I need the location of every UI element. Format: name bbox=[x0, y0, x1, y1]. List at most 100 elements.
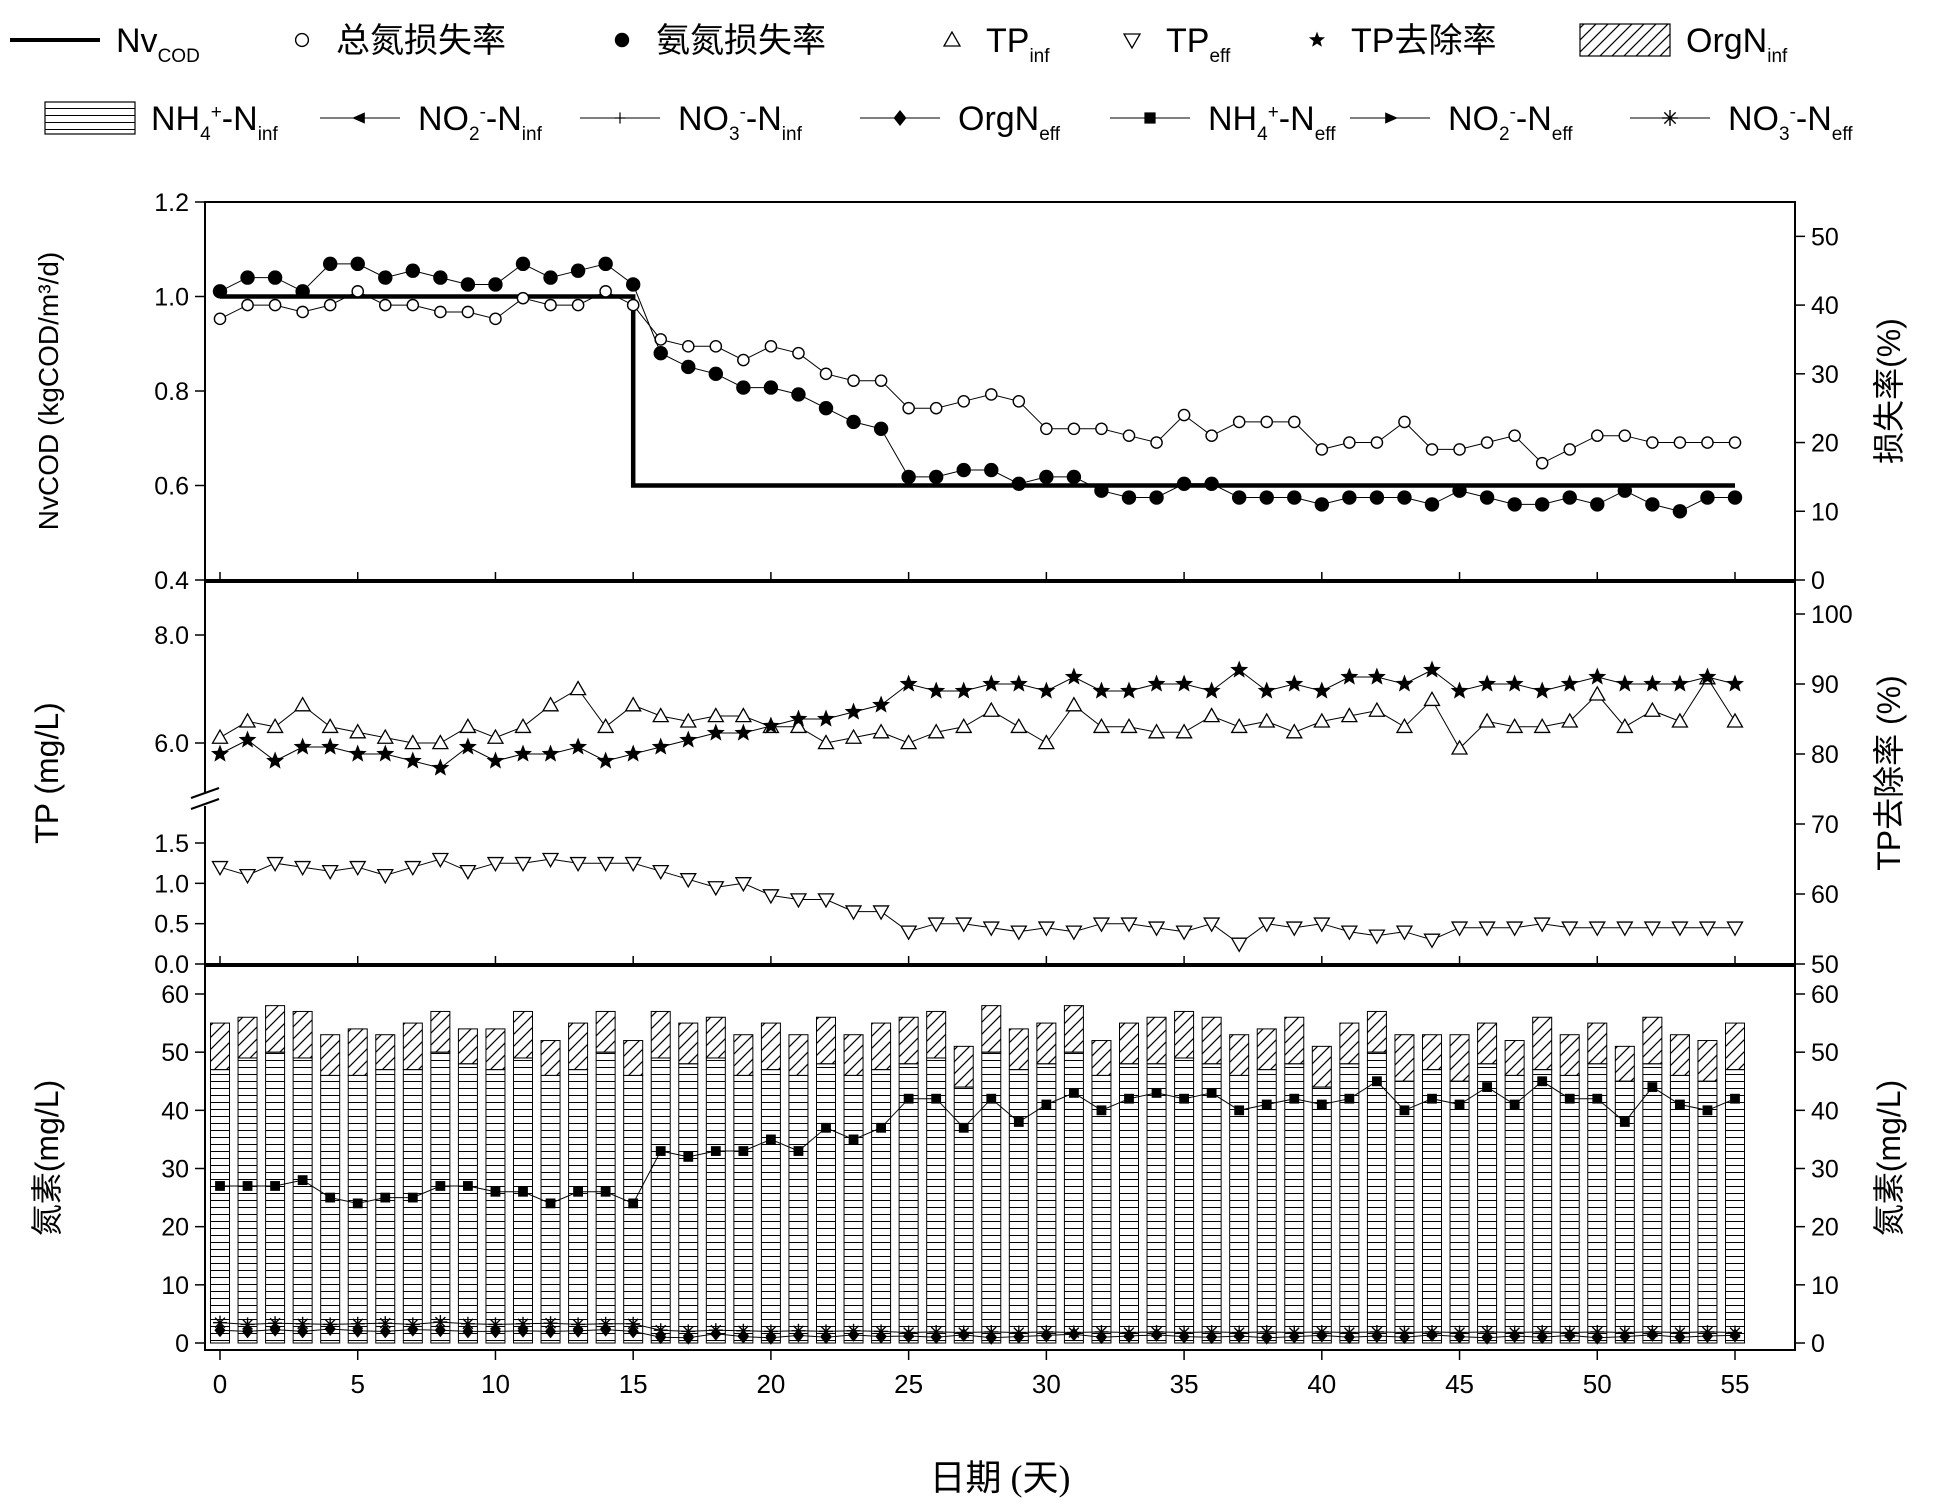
NH4+-N_eff-point bbox=[270, 1181, 280, 1191]
TP去除率-point bbox=[486, 751, 505, 769]
series-Nv_COD bbox=[220, 294, 1735, 488]
OrgN_eff-point bbox=[1674, 1330, 1686, 1345]
TP_eff-line bbox=[219, 858, 1735, 945]
bar-orgn-inf bbox=[1614, 1045, 1635, 1082]
bar-orgn-inf bbox=[1642, 1016, 1663, 1065]
氨氮损失率-point bbox=[1121, 490, 1137, 505]
总氮损失率-point bbox=[902, 401, 915, 415]
x-tick-label: 50 bbox=[1583, 1369, 1612, 1399]
NH4+-N_eff-point bbox=[1372, 1076, 1382, 1087]
nvcod-line bbox=[220, 294, 1735, 488]
panel-bottom-right-tick-label: 20 bbox=[1811, 1214, 1839, 1242]
NH4+-N_eff-point bbox=[1041, 1099, 1052, 1110]
TP_eff-point bbox=[349, 860, 367, 877]
TP_inf-point bbox=[1037, 734, 1055, 750]
panel-top-right-tick-label: 30 bbox=[1811, 361, 1839, 389]
NH4+-N_eff-point bbox=[1344, 1093, 1355, 1104]
TP_inf-point bbox=[1092, 717, 1111, 734]
bar-orgn-inf bbox=[1587, 1022, 1608, 1065]
氨氮损失率-point bbox=[1066, 469, 1082, 485]
TP去除率-point bbox=[211, 744, 229, 762]
氨氮损失率-point bbox=[625, 277, 641, 292]
NH4+-N_eff-point bbox=[903, 1093, 914, 1104]
legend-label-part: COD bbox=[158, 46, 200, 67]
legend-item: NvCOD bbox=[10, 22, 200, 67]
TP_inf-point bbox=[1230, 717, 1248, 734]
氨氮损失率-point bbox=[1149, 490, 1164, 505]
NH4+-N_eff-point bbox=[1564, 1093, 1575, 1104]
总氮损失率-point bbox=[213, 312, 227, 326]
总氮损失率-point bbox=[461, 305, 475, 319]
bar-nh4-inf bbox=[760, 1069, 781, 1344]
NH4+-N_eff-point bbox=[463, 1181, 473, 1191]
NH4+-N_eff-point bbox=[931, 1093, 942, 1104]
OrgN_eff-point bbox=[407, 1322, 419, 1337]
OrgN_eff-point bbox=[352, 1323, 364, 1338]
bar-orgn-inf bbox=[678, 1022, 699, 1065]
bar-orgn-inf bbox=[843, 1034, 864, 1076]
bar-orgn-inf bbox=[210, 1022, 230, 1071]
bar-orgn-inf bbox=[1256, 1028, 1277, 1071]
legend-marker bbox=[1385, 112, 1398, 124]
NH4+-N_eff-point bbox=[1675, 1099, 1685, 1110]
TP_eff-point bbox=[1203, 917, 1221, 933]
氨氮损失率-point bbox=[1424, 497, 1440, 512]
NH4+-N_eff-point bbox=[683, 1151, 694, 1162]
TP_inf-point bbox=[1285, 723, 1303, 739]
panel-middle-right-tick-label: 70 bbox=[1811, 811, 1839, 839]
panel-bottom-left-tick-label: 40 bbox=[161, 1097, 189, 1125]
panel-middle-lower-left-tick-label: 0.5 bbox=[154, 911, 189, 939]
氨氮损失率-point bbox=[1259, 490, 1274, 505]
氨氮损失率-point bbox=[460, 277, 476, 292]
NH4+-N_eff-point bbox=[518, 1186, 528, 1197]
legend-label-part: - bbox=[1790, 102, 1796, 123]
bar-orgn-inf bbox=[1725, 1022, 1745, 1071]
TP_eff-point bbox=[1395, 925, 1414, 941]
TP_eff-point bbox=[900, 925, 918, 941]
legend-label-part: -N bbox=[1796, 100, 1832, 138]
bar-orgn-inf bbox=[816, 1016, 836, 1065]
bar-orgn-inf bbox=[1008, 1028, 1029, 1071]
TP_inf-point bbox=[1395, 717, 1414, 734]
NH4+-N_eff-point bbox=[600, 1186, 611, 1197]
bar-nh4-inf bbox=[430, 1051, 451, 1344]
TP去除率-point bbox=[1230, 660, 1249, 678]
总氮损失率-point bbox=[544, 298, 557, 312]
总氮损失率-point bbox=[874, 374, 888, 387]
TP_inf-point bbox=[789, 717, 808, 734]
panel-bottom: 0 10 20 30 40 50 60 0 10 20 30 40 50 60 氮素(mg/L) 氮素(mg/… bbox=[29, 965, 1907, 1358]
panel-bottom-right-tick-label: 40 bbox=[1811, 1097, 1839, 1125]
bar-nh4-inf bbox=[1256, 1069, 1277, 1344]
TP_inf-point bbox=[652, 707, 670, 723]
OrgN_eff-point bbox=[1619, 1329, 1631, 1344]
bar-orgn-inf bbox=[1229, 1034, 1250, 1076]
bar-nh4-inf bbox=[1504, 1074, 1525, 1344]
panel-bottom-right-tick-label: 30 bbox=[1811, 1156, 1839, 1184]
TP_eff-point bbox=[817, 893, 835, 909]
asterisk-stroke bbox=[379, 1317, 391, 1329]
NH4+-N_eff-point bbox=[848, 1134, 859, 1145]
TP去除率-point bbox=[1478, 674, 1497, 692]
OrgN_eff-point bbox=[379, 1324, 391, 1339]
legend-label: NO3--Neff bbox=[1728, 100, 1853, 145]
氨氮损失率-point bbox=[1369, 490, 1385, 505]
TP_eff-point bbox=[1616, 921, 1634, 937]
总氮损失率-point bbox=[984, 388, 998, 401]
legend-label-part: 3 bbox=[1779, 124, 1790, 145]
NH4+-N_eff-point bbox=[1509, 1099, 1520, 1110]
TP去除率-point bbox=[1064, 667, 1083, 685]
bar-nh4-inf bbox=[320, 1074, 341, 1344]
legend-label-part: -N bbox=[1279, 100, 1315, 138]
bar-nh4-inf bbox=[1394, 1080, 1415, 1344]
NH4+-N_eff-point bbox=[407, 1192, 418, 1203]
氨氮损失率-point bbox=[1176, 476, 1192, 491]
TP_eff-point bbox=[1230, 937, 1248, 953]
bar-orgn-inf bbox=[926, 1010, 947, 1059]
TP去除率-line bbox=[219, 669, 1736, 769]
TP去除率-point bbox=[1312, 681, 1331, 699]
总氮损失率-point bbox=[489, 312, 502, 326]
legend-label-part: eff bbox=[1039, 124, 1061, 145]
NH4+-N_eff-point bbox=[1206, 1087, 1217, 1098]
OrgN_eff-point bbox=[544, 1324, 557, 1339]
OrgN_eff-point bbox=[462, 1324, 474, 1339]
